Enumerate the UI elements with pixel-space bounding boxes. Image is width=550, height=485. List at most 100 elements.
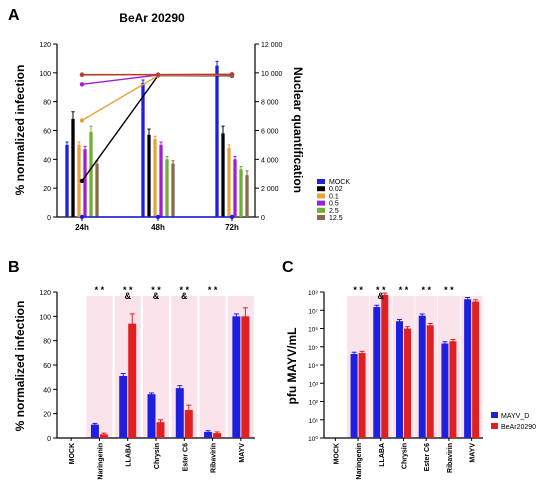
- panel-b-annotation-ribavirin: * *: [208, 285, 218, 295]
- panel-b-bar-mayv-d-mayv: [232, 316, 241, 438]
- panel-a-bar-2-5-24h: [89, 131, 93, 217]
- panel-a-y-tick-label: 120: [39, 42, 51, 49]
- panel-b-bar-mayv-d-llaba: [119, 375, 128, 438]
- panel-b-group-highlight-ester-c6: [171, 296, 198, 438]
- panel-b-x-tick-label-chrysin: Chrysin: [154, 443, 161, 469]
- panel-b-bar-bear20290-ribavirin: [213, 433, 222, 438]
- panel-b-annotation-naringenin: * *: [95, 285, 105, 295]
- panel-a-y-tick-label: 100: [39, 71, 51, 78]
- panel-c-bar-mayv-d-ribavirin: [441, 343, 449, 438]
- panel-c-y-tick-label: 10¹: [309, 418, 319, 425]
- panel-b-bar-mayv-d-naringenin: [90, 424, 99, 438]
- panel-c-annotation-ester-c6: * *: [421, 285, 431, 295]
- panel-a-bar-12-5-72h: [245, 175, 249, 217]
- panel-b-x-tick-label-naringenin: Naringenin: [97, 443, 104, 480]
- panel-b-x-tick-label-mock: MOCK: [69, 443, 76, 464]
- panel-c-group-highlight-naringenin: [347, 296, 370, 438]
- panel-a-bar-mock-24h: [65, 144, 69, 217]
- panel-a-y2-tick-label: 8 000: [261, 100, 279, 107]
- panel-a-y-tick-label: 0: [47, 215, 51, 222]
- panel-c-legend-swatch-bear20290: [491, 423, 498, 429]
- panel-c-legend: MAYV_D BeAr20290: [491, 412, 536, 431]
- panel-c-bar-mayv-d-ester-c6: [418, 315, 426, 438]
- panel-a-bar-2-5-48h: [165, 159, 169, 217]
- panel-c-x-tick-label-mayv: MAYV: [470, 443, 477, 463]
- panel-a-point-0-5: [79, 82, 85, 87]
- panel-b-x-tick-label-ribavirin: Ribavirin: [211, 443, 218, 473]
- panel-a-legend-swatch-0-02: [317, 186, 325, 192]
- panel-c-bar-mayv-d-llaba: [373, 307, 381, 438]
- panel-a-bar-0-1-72h: [227, 147, 231, 217]
- panel-c-y-tick-label: 10⁵: [308, 345, 318, 352]
- panel-a-point-12-5: [79, 72, 85, 77]
- panel-c-bar-bear20290-ribavirin: [449, 341, 457, 438]
- panel-c-x-tick-label-chrysin: Chrysin: [402, 443, 409, 469]
- panel-c-y-tick-label: 10⁰: [308, 435, 318, 443]
- panel-a-y2label: Nuclear quantification: [291, 67, 305, 193]
- panel-a-legend-label-0-5: 0.5: [329, 201, 339, 208]
- panel-a-bar-0-1-24h: [77, 144, 81, 217]
- panel-a-y-tick-label: 20: [43, 186, 51, 193]
- panel-a-legend-swatch-0-1: [317, 193, 325, 199]
- panel-a-y2-tick-label: 12 000: [261, 42, 283, 49]
- panel-b-annotation-llaba: &: [124, 291, 131, 301]
- panel-a-legend-label-2-5: 2.5: [329, 208, 339, 215]
- panel-a-bar-0-5-72h: [233, 159, 237, 217]
- panel-b-bar-bear20290-chrysin: [156, 422, 165, 438]
- panel-c-bar-mayv-d-mayv: [464, 299, 472, 438]
- panel-a-point-12-5: [229, 72, 235, 77]
- panel-b-group-highlight-ribavirin: [199, 296, 226, 438]
- panel-a-y-tick-label: 40: [43, 157, 51, 164]
- panel-a-point-12-5: [155, 72, 161, 77]
- panel-a-bar-12-5-48h: [171, 163, 175, 217]
- panel-c-annotation-ribavirin: * *: [444, 285, 454, 295]
- panel-b-bar-bear20290-naringenin: [99, 434, 108, 438]
- panel-a-y-tick-label: 60: [43, 129, 51, 136]
- panel-b-annotation-chrysin: * *: [151, 285, 161, 295]
- panel-a-bar-mock-72h: [215, 65, 219, 217]
- panel-b-bar-bear20290-llaba: [128, 323, 137, 438]
- panel-b-annotation-ester-c6: * *: [180, 285, 190, 295]
- panel-b-bar-bear20290-mayv: [241, 316, 250, 438]
- panel-c-group-highlight-mayv: [460, 296, 483, 438]
- panel-a-x-tick-label-24h: 24h: [75, 223, 89, 232]
- panel-b-annotation-llaba: * *: [123, 285, 133, 295]
- panel-c-y-tick-label: 10³: [309, 381, 319, 388]
- panel-b-annotation-chrysin: &: [153, 291, 160, 301]
- panel-b-x-tick-label-llaba: LLABA: [126, 443, 133, 467]
- panel-c-y-tick-label: 10⁸: [308, 290, 318, 297]
- panel-c-annotation-llaba: * *: [376, 285, 386, 295]
- panel-a-legend-label-mock: MOCK: [329, 179, 350, 186]
- panel-c-legend-label-bear20290: BeAr20290: [501, 424, 536, 431]
- panel-a-bar-0-02-48h: [147, 134, 151, 217]
- panel-c-legend-swatch-mayv-d: [491, 412, 498, 418]
- panel-a-ylabel: % normalized infection: [13, 65, 27, 196]
- panel-a-point-mock: [229, 214, 235, 220]
- panel-c-bar-bear20290-ester-c6: [426, 325, 434, 438]
- panel-a-legend-swatch-12-5: [317, 215, 325, 220]
- panel-b-y-tick-label: 60: [43, 363, 51, 370]
- panel-a-title: BeAr 20290: [119, 11, 185, 25]
- panel-c-annotation-chrysin: * *: [399, 285, 409, 295]
- panel-c-y-tick-label: 10²: [309, 400, 319, 407]
- panel-b-group-highlight-llaba: [114, 296, 141, 438]
- panel-a-point-mock: [155, 214, 161, 220]
- panel-c-bar-bear20290-naringenin: [358, 353, 366, 438]
- panel-b-y-tick-label: 80: [43, 339, 51, 346]
- panel-a-bar-2-5-72h: [239, 169, 243, 217]
- panel-c-bar-bear20290-mayv: [472, 301, 480, 438]
- panel-b-y-tick-label: 40: [43, 387, 51, 394]
- panel-a-legend-label-12-5: 12.5: [329, 215, 343, 222]
- panel-c-group-highlight-ester-c6: [415, 296, 438, 438]
- panel-b-chart: % normalized infection 0 20 40 60 80 100 120 MO…: [13, 285, 255, 480]
- panel-c-x-tick-label-llaba: LLABA: [379, 443, 386, 467]
- panel-b-bar-mayv-d-ester-c6: [175, 388, 184, 438]
- panel-c-x-tick-label-naringenin: Naringenin: [356, 443, 363, 480]
- panel-b-y-tick-label: 120: [39, 290, 51, 297]
- panel-b-bar-mayv-d-ribavirin: [204, 431, 213, 438]
- panel-b-y-tick-label: 100: [39, 314, 51, 321]
- panel-b-annotation-ester-c6: &: [181, 291, 188, 301]
- panel-b-group-highlight-naringenin: [86, 296, 113, 438]
